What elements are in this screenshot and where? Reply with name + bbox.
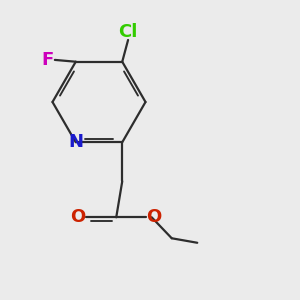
Text: Cl: Cl bbox=[118, 23, 138, 41]
Text: O: O bbox=[146, 208, 161, 226]
Text: O: O bbox=[70, 208, 85, 226]
Text: F: F bbox=[41, 51, 53, 69]
Text: N: N bbox=[68, 133, 83, 151]
